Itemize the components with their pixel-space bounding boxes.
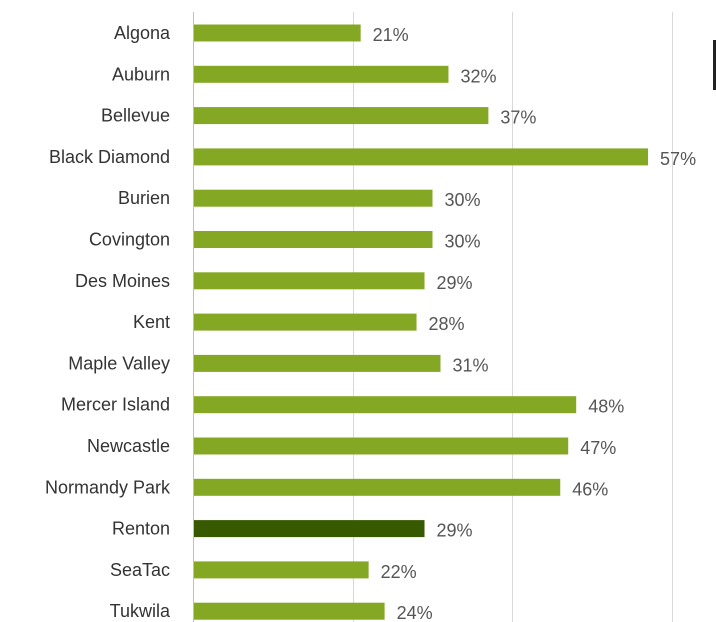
category-label: Des Moines (75, 271, 170, 291)
value-label: 22% (381, 562, 417, 582)
value-label: 24% (397, 603, 433, 622)
category-label: Renton (112, 519, 170, 539)
bar (193, 107, 489, 125)
bar (193, 231, 433, 248)
value-label: 21% (373, 25, 409, 45)
value-label: 57% (660, 149, 696, 169)
value-label: 30% (445, 232, 481, 252)
category-label: Bellevue (101, 106, 170, 126)
bar (193, 148, 649, 166)
value-label: 29% (437, 521, 473, 541)
category-label: Black Diamond (49, 147, 170, 167)
bar (193, 396, 577, 414)
bar (193, 189, 433, 207)
category-label: SeaTac (110, 560, 170, 580)
value-label: 28% (429, 314, 465, 334)
category-labels: Algona Auburn Bellevue Black Diamond Burien C… (45, 23, 171, 621)
category-label: Maple Valley (68, 353, 170, 373)
category-label: Covington (89, 230, 170, 250)
bar (193, 272, 425, 290)
category-label: Algona (114, 23, 171, 43)
bar (193, 437, 569, 455)
window-edge (713, 40, 716, 90)
category-label: Mercer Island (61, 395, 170, 415)
category-label: Newcastle (87, 436, 170, 456)
value-label: 46% (572, 479, 608, 499)
value-label: 37% (500, 108, 536, 128)
category-label: Burien (118, 188, 170, 208)
bar (193, 313, 417, 331)
bar (193, 520, 425, 538)
bar (193, 24, 361, 42)
bars (193, 24, 649, 620)
value-label: 31% (452, 355, 488, 375)
category-label: Auburn (112, 64, 170, 84)
value-label: 48% (588, 397, 624, 417)
value-label: 29% (437, 273, 473, 293)
category-label: Tukwila (110, 601, 171, 621)
value-labels: 21% 32% 37% 57% 30% 30% 29% 28% 31% 48% 47% 46% 29% 2… (373, 25, 696, 622)
value-label: 47% (580, 438, 616, 458)
bar (193, 65, 449, 83)
value-label: 30% (445, 190, 481, 210)
bar (193, 561, 369, 579)
value-label: 32% (460, 66, 496, 86)
bar (193, 602, 385, 620)
category-label: Normandy Park (45, 477, 171, 497)
bar (193, 478, 561, 496)
category-label: Kent (133, 312, 170, 332)
bar (193, 354, 441, 372)
